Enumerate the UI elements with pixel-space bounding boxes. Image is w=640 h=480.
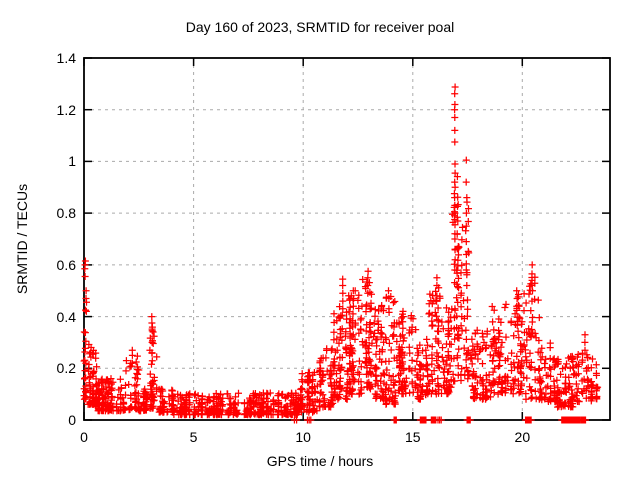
y-tick-label: 1 [68,153,76,170]
y-tick-label: 0.4 [56,308,76,325]
x-tick-label: 5 [189,429,198,445]
y-tick-label: 1.4 [56,50,76,66]
y-axis-label: SRMTID / TECUs [14,183,30,295]
data-points [80,83,602,424]
x-axis-label: GPS time / hours [266,453,374,469]
y-tick-label: 0.8 [56,205,76,222]
x-tick-label: 10 [295,429,311,445]
x-tick-label: 15 [404,429,421,445]
y-tick-label: 1.2 [56,101,76,118]
x-tick-label: 20 [514,429,531,445]
y-tick-label: 0 [68,412,76,428]
y-tick-label: 0.6 [56,256,76,273]
y-tick-label: 0.2 [56,360,76,377]
chart-title: Day 160 of 2023, SRMTID for receiver poa… [185,19,455,35]
x-tick-label: 0 [80,429,88,445]
